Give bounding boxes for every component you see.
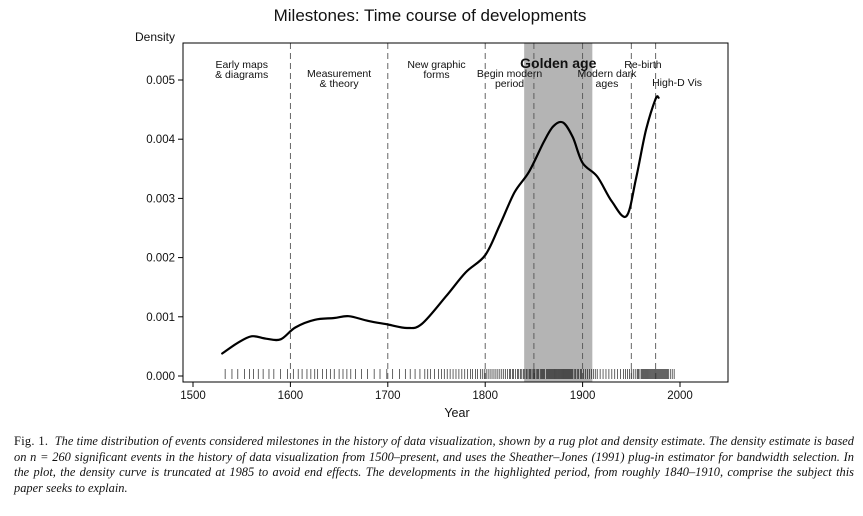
- rug-plot: [224, 369, 675, 379]
- x-tick-label: 2000: [667, 390, 693, 402]
- period-label: High-D Vis: [652, 77, 702, 89]
- period-label: Begin modern period: [477, 68, 543, 90]
- figure-caption: Fig. 1. The time distribution of events …: [14, 434, 854, 496]
- period-label: Golden age: [520, 55, 596, 71]
- period-label-line: Re-birth: [624, 59, 662, 71]
- y-tick-label: 0.000: [146, 371, 175, 383]
- period-label-line: Golden age: [520, 55, 596, 71]
- y-tick-label: 0.002: [146, 253, 175, 265]
- period-label-line: New graphic: [407, 59, 465, 71]
- period-label: Measurement & theory: [307, 68, 371, 90]
- density-curve: [221, 95, 660, 355]
- golden-age-highlight: [524, 43, 593, 382]
- period-label: Early maps & diagrams: [215, 59, 268, 81]
- period-label-line: ages: [596, 78, 619, 90]
- y-tick-label: 0.003: [146, 193, 175, 205]
- period-label-line: Begin modern: [477, 68, 543, 80]
- period-label-line: forms: [423, 69, 449, 81]
- period-label-line: Early maps: [215, 59, 268, 71]
- period-label-line: Measurement: [307, 68, 371, 80]
- period-label-line: High-D Vis: [652, 77, 702, 89]
- y-tick-label: 0.004: [146, 134, 175, 146]
- x-tick-label: 1600: [278, 390, 304, 402]
- period-label-line: & theory: [320, 78, 360, 90]
- figure-label: Fig. 1.: [14, 434, 49, 448]
- chart-title: Milestones: Time course of developments: [274, 6, 587, 25]
- y-tick-label: 0.001: [146, 312, 175, 324]
- period-label: Re-birth: [624, 59, 662, 71]
- x-tick-label: 1800: [472, 390, 498, 402]
- x-tick-label: 1700: [375, 390, 401, 402]
- period-label-line: & diagrams: [215, 69, 268, 81]
- y-axis-title: Density: [135, 30, 175, 44]
- period-labels: Early maps & diagrams Measurement & theory N…: [215, 55, 702, 90]
- period-label-line: period: [495, 78, 524, 90]
- chart: Milestones: Time course of developments …: [135, 6, 729, 420]
- x-axis-title: Year: [444, 406, 469, 420]
- period-label: Modern dark ages: [577, 68, 637, 90]
- period-boundaries: [289, 43, 657, 382]
- period-label: New graphic forms: [407, 59, 465, 81]
- x-tick-label: 1500: [180, 390, 206, 402]
- axes: 0.000 0.001 0.002 0.003 0.004 0.005 1500 1600 17…: [146, 42, 729, 402]
- period-label-line: Modern dark: [577, 68, 637, 80]
- y-tick-label: 0.005: [146, 75, 175, 87]
- caption-text: The time distribution of events consider…: [14, 434, 854, 495]
- plot-frame: [182, 42, 729, 383]
- x-tick-label: 1900: [570, 390, 596, 402]
